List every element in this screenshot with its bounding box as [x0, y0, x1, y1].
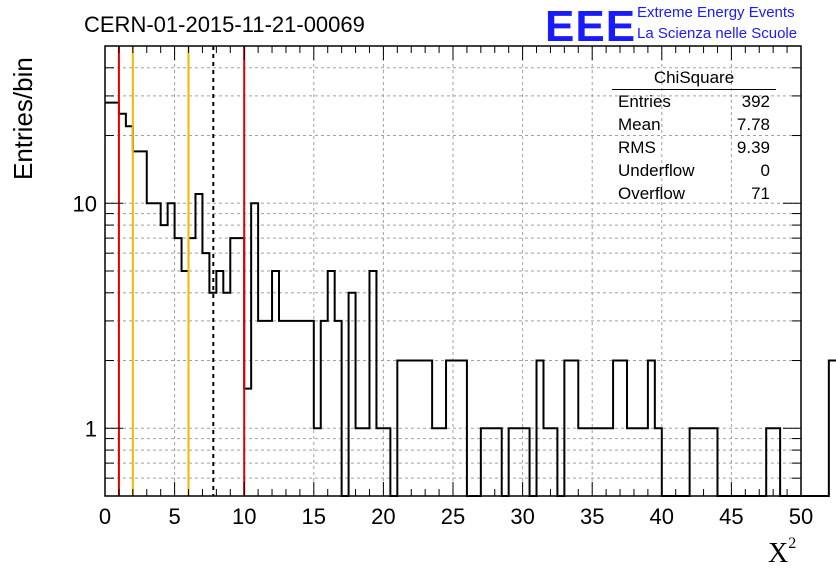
logo-line-1: Extreme Energy Events: [637, 4, 795, 21]
x-tick-label: 20: [371, 504, 395, 529]
x-tick-label: 25: [441, 504, 465, 529]
x-tick-label: 0: [99, 504, 111, 529]
x-tick-label: 15: [302, 504, 326, 529]
stats-title: ChiSquare: [612, 68, 776, 90]
x-tick-label: 45: [719, 504, 743, 529]
y-axis-label: Entries/bin: [8, 57, 38, 180]
stats-row-underflow: Underflow 0: [618, 161, 770, 180]
eee-logo: EEE: [545, 2, 637, 51]
y-tick-label: 1: [85, 416, 97, 441]
stats-row-mean: Mean 7.78: [618, 115, 770, 134]
y-tick-label: 10: [73, 191, 97, 216]
x-tick-label: 5: [168, 504, 180, 529]
stats-box: ChiSquare Entries 392 Mean 7.78 RMS 9.39 Un…: [612, 68, 776, 207]
x-tick-label: 30: [510, 504, 534, 529]
stats-row-entries: Entries 392: [618, 92, 770, 111]
x-tick-label: 40: [650, 504, 674, 529]
stats-row-rms: RMS 9.39: [618, 138, 770, 157]
x-tick-label: 35: [580, 504, 604, 529]
x-axis-label: X2: [768, 534, 797, 569]
x-tick-label: 10: [232, 504, 256, 529]
histogram-series: [105, 101, 836, 497]
chart-title: CERN-01-2015-11-21-00069: [84, 12, 365, 37]
logo-line-2: La Scienza nelle Scuole: [637, 25, 798, 42]
stats-row-overflow: Overflow 71: [618, 184, 770, 203]
x-tick-label: 50: [789, 504, 813, 529]
